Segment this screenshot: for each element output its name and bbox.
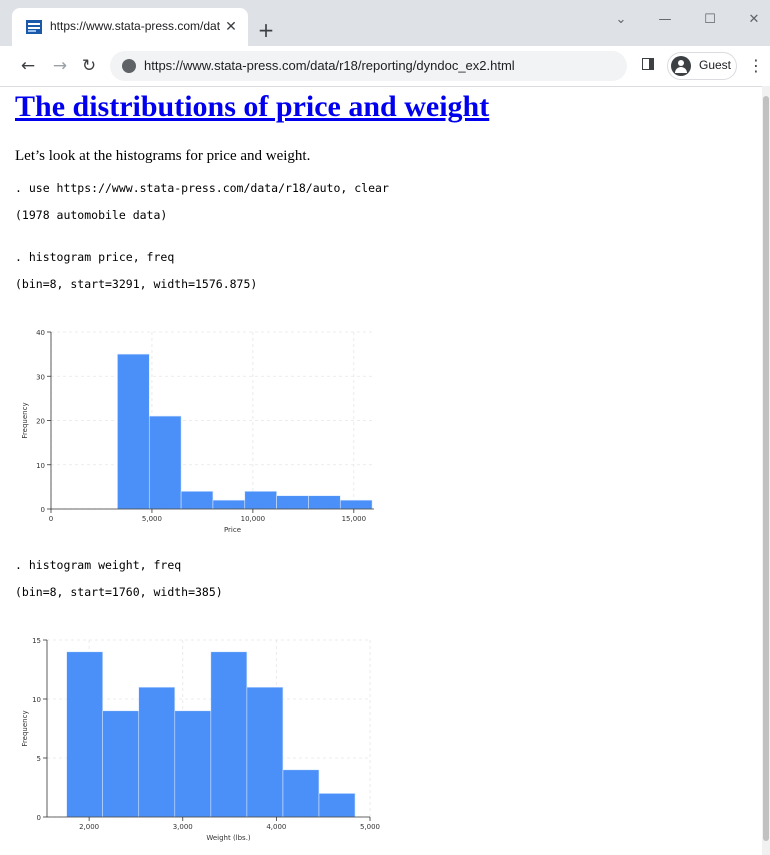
histogram-bar	[117, 353, 150, 510]
guest-avatar-icon	[671, 56, 691, 76]
profile-button[interactable]: Guest	[667, 52, 737, 80]
x-tick-label: 15,000	[342, 515, 367, 523]
histogram-bar	[318, 793, 356, 818]
histogram-bar	[276, 495, 309, 510]
histogram-bar	[339, 499, 373, 510]
x-tick-label: 5,000	[142, 515, 162, 523]
output-use: (1978 automobile data)	[15, 208, 168, 222]
x-tick-label: 3,000	[173, 823, 193, 831]
histogram-bar	[66, 651, 104, 818]
output-histogram-price: (bin=8, start=3291, width=1576.875)	[15, 277, 258, 291]
x-tick-label: 4,000	[266, 823, 286, 831]
reload-icon[interactable]: ↻	[81, 56, 97, 76]
minimize-icon[interactable]: —	[658, 12, 672, 27]
y-tick-label: 0	[41, 506, 45, 514]
stata-favicon-icon	[26, 20, 42, 34]
histogram-bar	[244, 491, 277, 510]
page-title[interactable]: The distributions of price and weight	[15, 90, 490, 123]
price-histogram: 0 10 20 30 40 0 5,000 10,000 15,000 Price Frequenc…	[21, 329, 374, 534]
x-tick-label: 2,000	[79, 823, 99, 831]
tab-close-icon[interactable]: ✕	[225, 19, 237, 35]
address-bar[interactable]: https://www.stata-press.com/data/r18/rep…	[110, 51, 627, 81]
histogram-bar	[210, 651, 248, 818]
y-axis-title: Frequency	[21, 402, 29, 438]
output-histogram-weight: (bin=8, start=1760, width=385)	[15, 585, 223, 599]
y-tick-label: 40	[36, 329, 45, 337]
new-tab-button[interactable]: +	[257, 18, 275, 42]
scrollbar-thumb[interactable]	[763, 96, 769, 841]
tab-title: https://www.stata-press.com/data/r18/rep…	[50, 19, 220, 33]
intro-paragraph: Let’s look at the histograms for price a…	[15, 148, 311, 164]
histogram-bar	[212, 499, 246, 510]
x-axis-title: Price	[224, 526, 241, 534]
page-content: The distributions of price and weight Le…	[0, 86, 762, 855]
profile-label: Guest	[699, 58, 732, 72]
command-histogram-price: . histogram price, freq	[15, 250, 175, 264]
forward-arrow-icon[interactable]: →	[52, 56, 68, 76]
command-use: . use https://www.stata-press.com/data/r…	[15, 181, 389, 195]
y-tick-label: 20	[36, 418, 45, 426]
back-arrow-icon[interactable]: ←	[20, 56, 36, 76]
x-tick-label: 10,000	[241, 515, 266, 523]
y-tick-label: 10	[32, 696, 41, 704]
histogram-bar	[102, 710, 140, 818]
x-tick-label: 0	[49, 515, 53, 523]
histogram-bar	[246, 686, 284, 818]
histogram-bar	[148, 415, 182, 510]
y-tick-label: 0	[37, 814, 41, 822]
x-axis-title: Weight (lbs.)	[206, 834, 251, 842]
weight-histogram: 0 5 10 15 2,000 3,000 4,000 5,000 Weight (lbs.) F…	[21, 637, 380, 842]
site-info-icon[interactable]	[122, 59, 136, 73]
menu-dots-icon[interactable]: ⋮	[748, 56, 764, 75]
vertical-scrollbar[interactable]	[762, 86, 770, 855]
y-tick-label: 15	[32, 637, 41, 645]
side-panel-icon[interactable]	[642, 58, 654, 70]
y-axis-title: Frequency	[21, 710, 29, 746]
histogram-bar	[138, 686, 176, 818]
maximize-icon[interactable]: ☐	[704, 12, 716, 27]
y-tick-label: 10	[36, 462, 45, 470]
browser-toolbar: ← → ↻ https://www.stata-press.com/data/r…	[0, 46, 770, 87]
histogram-bar	[308, 495, 341, 510]
histogram-bar	[180, 491, 214, 510]
tab-bar: https://www.stata-press.com/data/r18/rep…	[0, 0, 770, 46]
browser-tab[interactable]: https://www.stata-press.com/data/r18/rep…	[12, 8, 248, 46]
y-tick-label: 5	[37, 755, 41, 763]
histogram-bar	[282, 769, 320, 818]
histogram-bar	[174, 710, 212, 818]
window-close-icon[interactable]: ✕	[748, 12, 760, 27]
tab-search-icon[interactable]: ⌄	[615, 12, 627, 27]
y-tick-label: 30	[36, 373, 45, 381]
command-histogram-weight: . histogram weight, freq	[15, 558, 182, 572]
x-tick-label: 5,000	[360, 823, 380, 831]
url-text[interactable]: https://www.stata-press.com/data/r18/rep…	[144, 58, 515, 73]
